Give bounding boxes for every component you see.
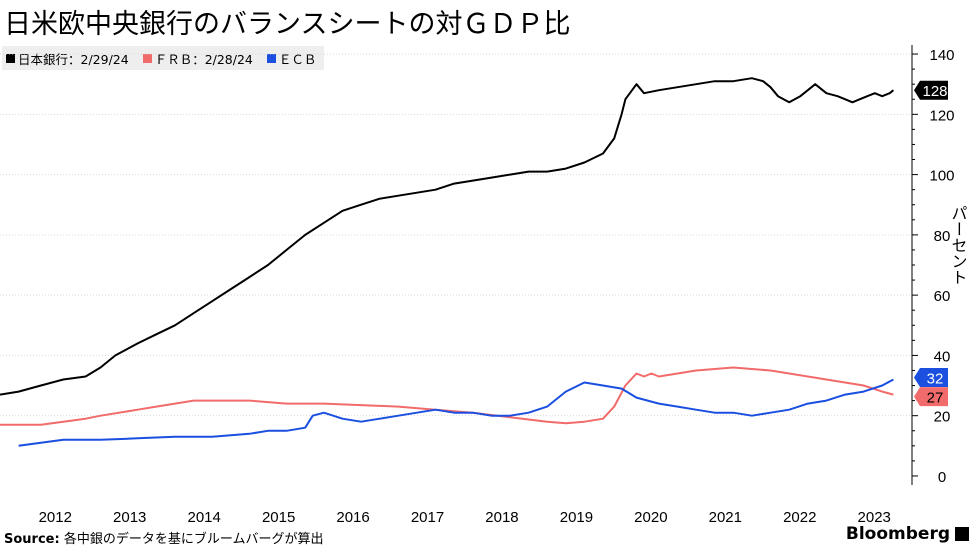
legend-swatch-boj <box>6 53 15 63</box>
y-tick-label-0: 0 <box>938 469 946 486</box>
brand-name: Bloomberg <box>845 524 950 544</box>
x-tick-label-2018: 2018 <box>485 509 518 526</box>
legend-label-frb: ＦＲＢ：2/28/24 <box>154 51 253 67</box>
x-tick-label-2014: 2014 <box>187 509 220 526</box>
y-tick-label-20: 20 <box>934 409 951 426</box>
x-tick-label-2019: 2019 <box>560 509 593 526</box>
series-line-0 <box>0 77 895 396</box>
x-tick-label-2016: 2016 <box>336 509 369 526</box>
end-label-1: 27 <box>927 390 944 407</box>
end-label-box-0 <box>914 80 948 100</box>
y-tick-label-60: 60 <box>934 288 951 305</box>
legend-label-ecb: ＥＣＢ <box>278 51 317 67</box>
y-tick-label-80: 80 <box>934 228 951 245</box>
x-tick-label-2015: 2015 <box>262 509 295 526</box>
x-tick-label-2017: 2017 <box>411 509 444 526</box>
y-tick-label-100: 100 <box>929 168 954 185</box>
series-line-2 <box>18 378 894 447</box>
end-label-box-1 <box>914 387 948 407</box>
x-tick-label-2022: 2022 <box>783 509 816 526</box>
source-note: Source: 各中銀のデータを基にブルームバーグが算出 <box>4 528 323 547</box>
x-tick-label-2013: 2013 <box>113 509 146 526</box>
bloomberg-bars-icon <box>955 527 969 541</box>
y-tick-label-140: 140 <box>929 47 954 64</box>
legend-label-boj: 日本銀行：2/29/24 <box>18 51 129 67</box>
x-tick-label-2023: 2023 <box>858 509 891 526</box>
chart-title: 日米欧中央銀行のバランスシートの対ＧＤＰ比 <box>4 9 571 40</box>
x-tick-label-2012: 2012 <box>39 509 72 526</box>
y-tick-label-40: 40 <box>934 348 951 365</box>
source-text: 各中銀のデータを基にブルームバーグが算出 <box>63 532 324 547</box>
legend-item-boj: 日本銀行：2/29/24 <box>6 49 129 68</box>
legend-swatch-frb <box>142 53 152 63</box>
source-label: Source: <box>4 532 60 547</box>
x-tick-label-2021: 2021 <box>709 509 742 526</box>
x-tick-label-2020: 2020 <box>634 509 667 526</box>
series-line-1 <box>0 366 894 426</box>
y-axis-title: パーセント <box>949 205 968 285</box>
chart-legend: 日本銀行：2/29/24 ＦＲＢ：2/28/24 ＥＣＢ <box>2 46 325 70</box>
y-tick-label-120: 120 <box>929 107 954 124</box>
legend-item-frb: ＦＲＢ：2/28/24 <box>142 49 253 68</box>
brand-logo: Bloomberg <box>846 524 969 544</box>
legend-swatch-ecb <box>266 53 276 63</box>
end-label-2: 32 <box>927 371 944 388</box>
end-label-0: 128 <box>922 83 947 100</box>
end-label-box-2 <box>914 368 948 388</box>
legend-item-ecb: ＥＣＢ <box>266 49 317 68</box>
